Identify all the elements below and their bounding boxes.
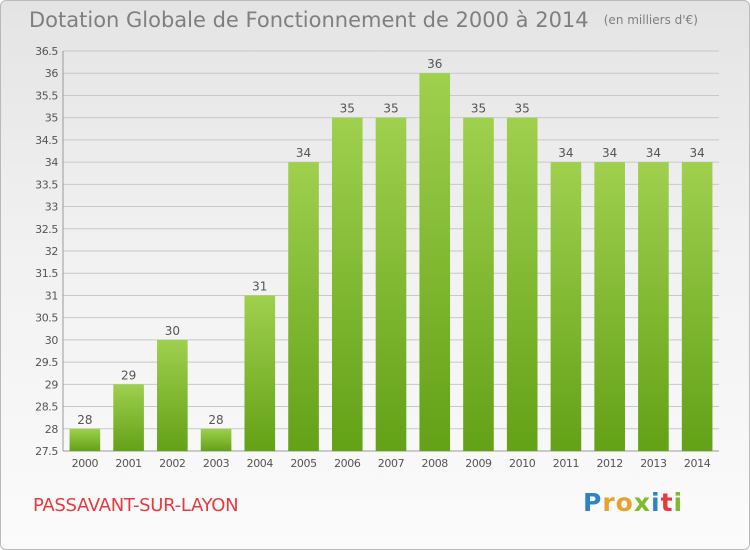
bar-2004 xyxy=(244,295,276,451)
x-tick-label: 2005 xyxy=(290,457,317,470)
bar-value-label: 34 xyxy=(602,146,617,160)
y-tick-label: 35 xyxy=(45,112,59,125)
logo-letter: o xyxy=(615,488,634,517)
y-tick-label: 36 xyxy=(45,67,59,80)
bars xyxy=(69,73,713,452)
y-tick-label: 32.5 xyxy=(35,223,58,236)
bar-value-label: 30 xyxy=(165,324,180,338)
bar-2002 xyxy=(157,339,188,451)
x-tick-label: 2012 xyxy=(596,457,622,470)
chart-title-block: Dotation Globale de Fonctionnement de 20… xyxy=(29,8,698,32)
x-tick-label: 2001 xyxy=(115,457,141,470)
bar-value-label: 28 xyxy=(77,413,92,427)
logo-letter: i xyxy=(673,488,684,517)
logo-letter: x xyxy=(633,488,651,517)
bar-2007 xyxy=(375,117,407,452)
bar-value-label: 29 xyxy=(121,368,136,382)
commune-name: PASSAVANT-SUR-LAYON xyxy=(33,495,239,516)
logo-letter: t xyxy=(660,488,674,517)
x-tick-label: 2002 xyxy=(159,457,185,470)
bar-value-label: 34 xyxy=(689,146,704,160)
bar-value-label: 35 xyxy=(340,102,355,116)
x-tick-label: 2014 xyxy=(684,457,711,470)
bar-value-label: 35 xyxy=(471,102,486,116)
logo-letter: r xyxy=(602,488,616,517)
bar-value-label: 34 xyxy=(558,146,573,160)
logo-letter: P xyxy=(583,488,603,517)
y-tick-label: 34.5 xyxy=(35,134,58,147)
x-tick-label: 2008 xyxy=(422,457,449,470)
chart-unit: (en milliers d'€) xyxy=(603,13,698,27)
y-tick-label: 28 xyxy=(45,423,59,436)
bar-value-label: 35 xyxy=(383,102,398,116)
x-tick-label: 2004 xyxy=(247,457,274,470)
bar-2006 xyxy=(331,117,363,452)
y-tick-label: 28.5 xyxy=(35,401,58,414)
x-tick-label: 2010 xyxy=(509,457,536,470)
data-labels: 28 29 30 28 31 34 35 35 36 35 35 34 34 34 34 xyxy=(77,57,705,427)
y-tick-label: 33.5 xyxy=(35,178,58,191)
y-tick-label: 30 xyxy=(45,334,59,347)
y-tick-label: 31.5 xyxy=(35,267,58,280)
chart-title: Dotation Globale de Fonctionnement de 20… xyxy=(29,8,589,32)
bar-2001 xyxy=(113,384,144,451)
proxiti-logo[interactable]: Proxiti xyxy=(583,488,683,517)
x-tick-label: 2009 xyxy=(465,457,492,470)
y-tick-label: 29 xyxy=(45,378,59,391)
bar-2008 xyxy=(419,73,451,451)
bar-value-label: 28 xyxy=(208,413,223,427)
y-tick-label: 30.5 xyxy=(35,312,58,325)
y-tick-label: 32 xyxy=(45,245,58,258)
x-tick-label: 2011 xyxy=(553,457,579,470)
bar-2013 xyxy=(638,162,669,451)
y-tick-label: 33 xyxy=(45,201,59,214)
x-tick-label: 2003 xyxy=(203,457,230,470)
bar-2009 xyxy=(463,117,494,452)
y-tick-label: 31 xyxy=(45,289,58,302)
x-tick-label: 2000 xyxy=(72,457,99,470)
bar-2010 xyxy=(506,117,538,452)
y-tick-label: 27.5 xyxy=(35,445,58,458)
x-tick-label: 2013 xyxy=(640,457,667,470)
bar-value-label: 36 xyxy=(427,57,442,71)
bar-2000 xyxy=(69,428,101,451)
bar-value-label: 34 xyxy=(296,146,311,160)
bar-2011 xyxy=(550,162,582,451)
x-tick-label: 2007 xyxy=(378,457,405,470)
y-tick-label: 36.5 xyxy=(35,45,58,58)
y-tick-label: 29.5 xyxy=(35,356,58,369)
bar-2014 xyxy=(681,162,713,451)
y-tick-label: 34 xyxy=(45,156,59,169)
bar-2005 xyxy=(288,162,319,451)
logo-letter: i xyxy=(651,488,661,517)
bar-value-label: 31 xyxy=(252,279,267,293)
y-tick-label: 35.5 xyxy=(35,89,58,102)
x-tick-label: 2006 xyxy=(334,457,361,470)
axes: 27.5 28 28.5 29 29.5 30 30.5 31 31.5 32 32.5 33 33.5… xyxy=(35,45,719,470)
bar-value-label: 35 xyxy=(515,102,530,116)
bar-value-label: 34 xyxy=(646,146,661,160)
bar-2003 xyxy=(200,428,232,451)
bar-2012 xyxy=(594,162,625,451)
